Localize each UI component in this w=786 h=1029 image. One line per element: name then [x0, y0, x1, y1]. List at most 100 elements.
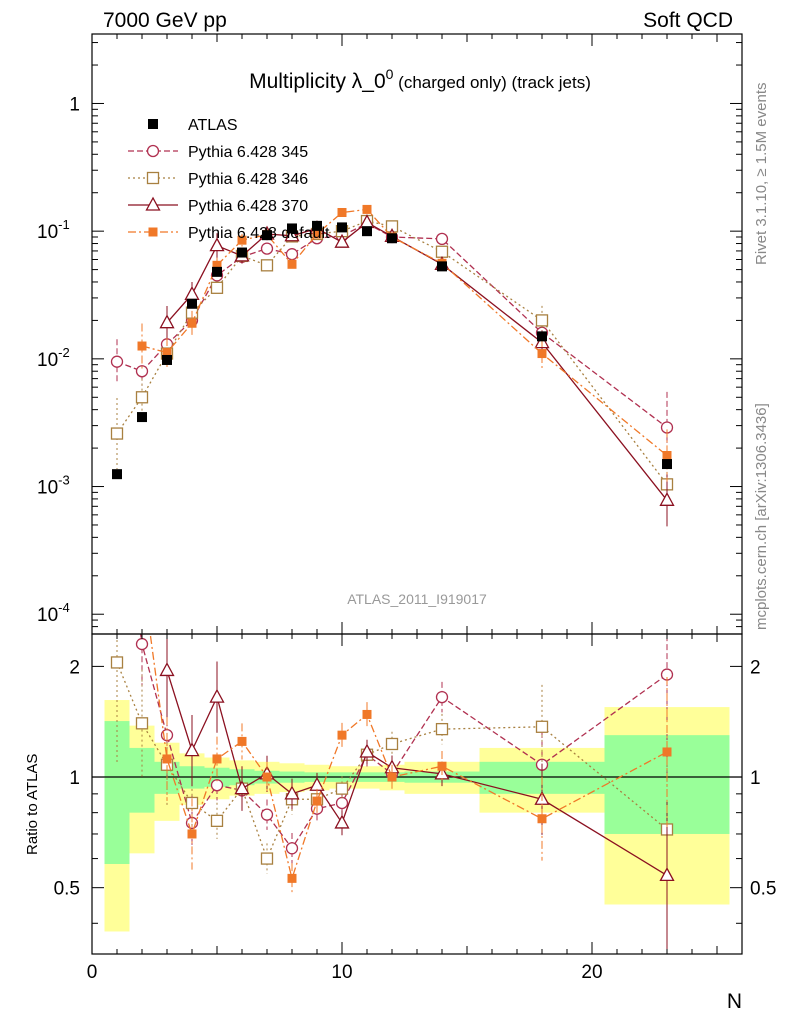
- series-3-ratio-line: [149, 634, 668, 881]
- ratio-ylabel: Ratio to ATLAS: [24, 754, 41, 855]
- series-0-line: [116, 222, 668, 429]
- y-tick-label-exponent: -3: [58, 473, 70, 488]
- series-3-ratio-point: [362, 709, 372, 719]
- y-tick-label: 10-3: [37, 473, 70, 499]
- x-axis-label: N: [727, 990, 742, 1013]
- legend-marker: [146, 171, 160, 185]
- series-1-point: [535, 314, 549, 327]
- plot-title: Multiplicity λ_00 (charged only) (track …: [249, 66, 591, 93]
- series-0-ratio-point: [210, 779, 224, 792]
- analysis-id-label: ATLAS_2011_I919017: [347, 591, 487, 607]
- series-3-ratio-point: [662, 747, 672, 757]
- series-3-point: [187, 318, 197, 328]
- atlas-data-point: [187, 298, 197, 309]
- series-3-ratio-point: [287, 873, 297, 883]
- series-2-point: [209, 237, 225, 252]
- title-suffix: (charged only) (track jets): [393, 73, 590, 92]
- series-1-ratio-point: [335, 782, 349, 795]
- series-2-ratio-point: [334, 814, 350, 829]
- series-2-point: [159, 314, 175, 329]
- y-tick-label-base: 10: [37, 222, 58, 243]
- series-3-ratio-point: [138, 569, 146, 577]
- y-tick-label-base: 10: [37, 478, 58, 499]
- series-0-point: [435, 232, 449, 246]
- atlas-data-point: [362, 226, 372, 237]
- y-tick-label-exponent: -2: [58, 345, 70, 360]
- atlas-data-point: [387, 233, 397, 244]
- legend-marker: [148, 119, 158, 129]
- series-3-point: [137, 341, 147, 351]
- series-1-point: [435, 245, 449, 258]
- series-1-line: [116, 220, 668, 485]
- y-tick-label-exponent: -4: [58, 600, 70, 615]
- mcplots-label: mcplots.cern.ch [arXiv:1306.3436]: [753, 403, 770, 630]
- y-tick-label: 10-2: [37, 345, 70, 371]
- series-1-ratio-point: [135, 717, 149, 730]
- series-0-ratio-point: [135, 637, 149, 651]
- legend-marker: [146, 144, 160, 158]
- rivet-version-label: Rivet 3.1.10, ≥ 1.5M events: [753, 83, 770, 266]
- series-3-ratio-point: [537, 814, 547, 824]
- series-3-ratio-point: [187, 829, 197, 839]
- x-tick-label: 10: [331, 962, 352, 983]
- series-2-line: [166, 221, 668, 501]
- legend-label: Pythia 6.428 346: [188, 171, 308, 188]
- atlas-data-point: [337, 222, 347, 233]
- ratio-y-tick-label: 1: [69, 768, 80, 789]
- main-plot-layer: [110, 204, 675, 527]
- series-2-ratio-point: [234, 780, 250, 795]
- series-2-point: [184, 285, 200, 300]
- series-0-point: [260, 242, 274, 255]
- series-0-point: [135, 365, 149, 378]
- ratio-plot-layer: [92, 569, 742, 951]
- series-1-ratio-point: [110, 656, 124, 669]
- atlas-data-point: [537, 331, 547, 342]
- series-1-ratio-point: [535, 720, 549, 733]
- header-left: 7000 GeV pp: [103, 9, 227, 32]
- atlas-data-point: [162, 354, 172, 365]
- ratio-y-tick-label-right: 1: [750, 768, 761, 789]
- series-2-ratio-point: [284, 785, 300, 800]
- series-3-ratio-point: [162, 754, 172, 764]
- series-3-ratio-point: [312, 796, 322, 806]
- series-0-ratio-point: [335, 796, 349, 810]
- series-1-ratio-point: [385, 737, 399, 751]
- series-3-point: [237, 235, 247, 245]
- title-superscript: 0: [386, 66, 394, 82]
- legend-label: Pythia 6.428 default: [188, 225, 330, 242]
- series-0-point: [285, 248, 299, 261]
- header-right: Soft QCD: [643, 9, 733, 32]
- series-3-ratio-point: [387, 772, 397, 782]
- stat-uncertainty-band: [104, 721, 130, 864]
- atlas-data-point: [287, 223, 297, 234]
- y-tick-label: 1: [69, 94, 80, 115]
- legend-label: Pythia 6.428 370: [188, 198, 308, 215]
- ratio-y-tick-label: 2: [69, 657, 80, 678]
- series-3-ratio-point: [337, 730, 347, 740]
- series-2-point: [284, 227, 300, 242]
- atlas-data-point: [212, 266, 222, 277]
- series-0-ratio-point: [285, 842, 299, 855]
- atlas-data-point: [662, 459, 672, 470]
- y-tick-label-exponent: -1: [58, 217, 70, 232]
- atlas-data-point: [137, 412, 147, 423]
- atlas-data-point: [237, 247, 247, 258]
- series-3-ratio-point: [262, 772, 272, 782]
- series-1-ratio-point: [210, 814, 224, 827]
- series-1-point: [110, 427, 124, 440]
- legend-label: Pythia 6.428 345: [188, 144, 308, 161]
- y-tick-label-base: 10: [37, 350, 58, 371]
- series-0-ratio-point: [435, 690, 449, 704]
- atlas-data-point: [112, 469, 122, 480]
- ratio-y-tick-label: 0.5: [54, 879, 80, 900]
- y-tick-label-base: 10: [37, 605, 58, 626]
- series-1-ratio-point: [260, 852, 274, 865]
- legend: ATLAS Pythia 6.428 345 Pythia 6.428 346 Pyt…: [128, 117, 330, 242]
- series-0-ratio-point: [260, 808, 274, 821]
- series-3-ratio-point: [237, 736, 247, 746]
- series-0-point: [110, 355, 124, 368]
- x-tick-label: 20: [581, 962, 602, 983]
